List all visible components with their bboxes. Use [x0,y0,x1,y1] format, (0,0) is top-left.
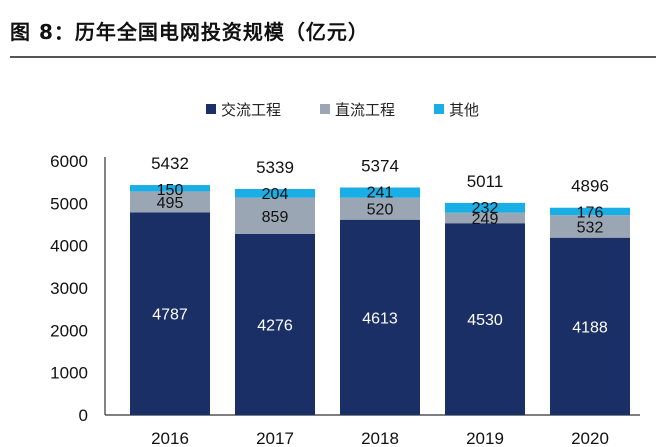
title-divider [10,56,656,58]
y-tick-label: 2000 [50,321,88,340]
bar-segment [445,212,525,224]
y-tick-label: 0 [79,406,88,425]
bar-segment [235,188,315,198]
y-tick-label: 4000 [50,237,88,256]
y-tick-label: 3000 [50,279,88,298]
x-tick-label: 2016 [151,429,189,447]
data-label: 241 [367,185,394,202]
legend-label: 其他 [449,101,479,119]
data-label: 249 [472,211,499,228]
data-label: 532 [577,219,604,236]
legend-swatch [320,104,330,114]
bar-segment [445,223,525,415]
data-label: 495 [157,195,184,212]
bar-segment [340,219,420,415]
total-label: 5339 [256,158,294,177]
total-label: 5374 [361,157,399,176]
chart-title: 图 8：历年全国电网投资规模（亿元） [10,20,369,44]
data-label: 4530 [467,312,503,329]
legend-label: 直流工程 [335,101,395,119]
bar-segment [550,215,630,238]
data-label: 4188 [572,319,608,336]
legend-label: 交流工程 [221,101,281,119]
total-label: 5011 [467,172,504,191]
data-label: 520 [367,202,394,219]
total-label: 5432 [151,154,189,173]
bar-segment [445,202,525,213]
y-tick-label: 1000 [50,364,88,383]
title-bar: 图 8：历年全国电网投资规模（亿元） [0,0,662,58]
bar-segment [340,197,420,220]
legend-swatch [206,104,216,114]
total-label: 4896 [571,177,609,196]
data-label: 176 [577,205,604,222]
data-label: 4787 [152,307,188,324]
data-label: 232 [472,200,499,217]
bar-segment [550,237,630,415]
bar-segment [340,187,420,198]
bar-segment [235,233,315,415]
bar-segment [130,185,210,192]
data-label: 4613 [362,310,398,327]
data-label: 150 [157,182,184,199]
bar-segment [130,212,210,415]
data-label: 4276 [257,317,293,334]
x-tick-label: 2020 [571,429,609,447]
bar-segment [550,207,630,216]
y-tick-label: 6000 [50,152,88,171]
x-tick-label: 2018 [361,429,399,447]
x-tick-label: 2017 [256,429,294,447]
data-label: 204 [262,186,289,203]
y-tick-label: 5000 [50,194,88,213]
data-label: 859 [262,209,289,226]
x-tick-label: 2019 [466,429,504,447]
bar-segment [130,191,210,213]
bar-segment [235,197,315,234]
legend-swatch [434,104,444,114]
